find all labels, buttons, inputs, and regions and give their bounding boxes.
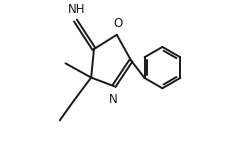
Text: N: N [109, 93, 118, 106]
Text: NH: NH [67, 3, 85, 16]
Text: O: O [113, 17, 122, 30]
